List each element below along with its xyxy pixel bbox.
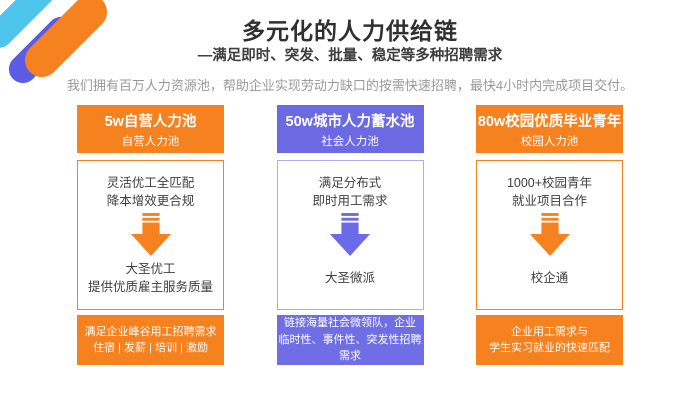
pool-feature-text: 满足分布式 即时用工需求 [312, 174, 387, 210]
column-campus-pool: 80w校园优质毕业青年 校园人力池 1000+校园青年 就业项目合作 [476, 105, 623, 365]
brand-line: 大圣微派 [324, 271, 375, 285]
footer-line: 临时性、事件性、突发性招聘需求 [278, 333, 422, 363]
pool-body-card: 满足分布式 即时用工需求 大圣微派 [276, 160, 424, 310]
intro-text: 我们拥有百万人力资源池，帮助企业实现劳动力缺口的按需快速招聘，最快4小时内完成项… [66, 78, 634, 93]
pool-footer-banner: 满足企业峰谷用工招聘需求 住宿 | 发薪 | 培训 | 激励 [77, 315, 224, 365]
footer-line: 学生实习就业的快速匹配 [489, 342, 610, 354]
down-arrow-icon [329, 210, 371, 260]
footer-line: 满足企业峰谷用工招聘需求 [84, 325, 217, 338]
pool-feature-text: 1000+校园青年 就业项目合作 [507, 174, 592, 210]
page-subtitle: —满足即时、突发、批量、稳定等多种招聘需求 [197, 48, 503, 64]
pool-title: 5w自营人力池 [104, 114, 197, 130]
pool-header: 80w校园优质毕业青年 校园人力池 [476, 105, 623, 153]
pool-header: 5w自营人力池 自营人力池 [77, 105, 224, 153]
pool-footer-banner: 企业用工需求与 学生实习就业的快速匹配 [476, 315, 623, 365]
column-city-reservoir-pool: 50w城市人力蓄水池 社会人力池 满足分布式 即时用工需求 [276, 105, 424, 365]
footer-line: 住宿 | 发薪 | 培训 | 激励 [93, 342, 208, 354]
pool-subtitle: 自营人力池 [121, 136, 180, 148]
feature-line: 满足分布式 [318, 176, 382, 190]
brand-line: 提供优质雇主服务质量 [87, 280, 213, 294]
pool-subtitle: 校园人力池 [520, 136, 579, 148]
pool-columns: 5w自营人力池 自营人力池 灵活优工全匹配 降本增效更合规 [77, 105, 623, 365]
pool-body-card: 灵活优工全匹配 降本增效更合规 大圣优工 提供优质雇主服务质量 [77, 160, 224, 310]
brand-line: 校企通 [530, 271, 569, 285]
pool-title: 80w校园优质毕业青年 [477, 114, 622, 130]
footer-line: 链接海量社会微领队，企业 [284, 317, 416, 330]
pool-header: 50w城市人力蓄水池 社会人力池 [276, 105, 424, 153]
page-title: 多元化的人力供给链 [242, 18, 458, 44]
pool-footer-banner: 链接海量社会微领队，企业 临时性、事件性、突发性招聘需求 [276, 315, 424, 365]
pool-brand-text: 大圣优工 提供优质雇主服务质量 [88, 260, 213, 296]
feature-line: 降本增效更合规 [106, 194, 195, 208]
pool-brand-text: 大圣微派 [325, 260, 375, 296]
pool-subtitle: 社会人力池 [321, 136, 379, 148]
pool-title: 50w城市人力蓄水池 [285, 114, 415, 130]
feature-line: 灵活优工全匹配 [106, 176, 195, 190]
pool-body-card: 1000+校园青年 就业项目合作 校企通 [476, 160, 623, 310]
feature-line: 1000+校园青年 [506, 176, 593, 190]
feature-line: 就业项目合作 [511, 194, 587, 208]
column-self-operated-pool: 5w自营人力池 自营人力池 灵活优工全匹配 降本增效更合规 [77, 105, 224, 365]
brand-line: 大圣优工 [125, 262, 176, 276]
footer-line: 企业用工需求与 [511, 325, 588, 338]
slide-header: 多元化的人力供给链 —满足即时、突发、批量、稳定等多种招聘需求 我们拥有百万人力… [0, 0, 700, 94]
feature-line: 即时用工需求 [312, 194, 388, 208]
down-arrow-icon [130, 210, 172, 260]
down-arrow-icon [529, 210, 571, 260]
pool-brand-text: 校企通 [531, 260, 569, 296]
pool-feature-text: 灵活优工全匹配 降本增效更合规 [107, 174, 195, 210]
